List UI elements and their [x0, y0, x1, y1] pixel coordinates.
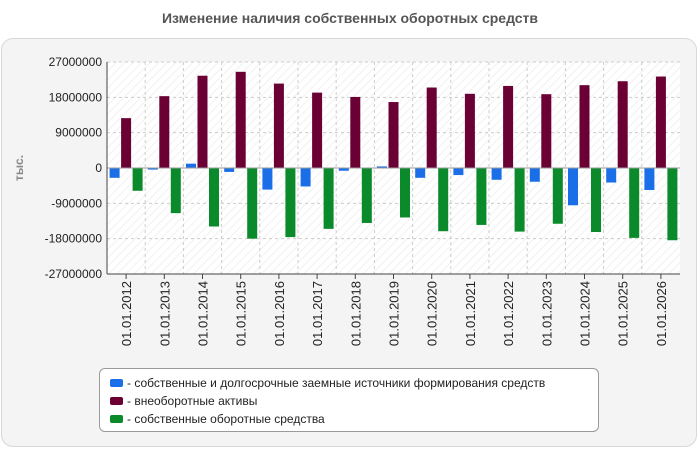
- bar-s2-0: [132, 168, 143, 191]
- legend-label-sources: - собственные и долгосрочные заемные ист…: [127, 376, 546, 390]
- x-tick-label: 01.01.2025: [616, 281, 631, 346]
- x-tick-label: 01.01.2022: [501, 281, 516, 346]
- bar-s2-9: [476, 168, 487, 225]
- bar-s2-4: [285, 168, 296, 238]
- bar-s2-1: [170, 168, 181, 214]
- legend-swatch-working-capital: [110, 415, 123, 423]
- legend-label-working-capital: - собственные оборотные средства: [127, 412, 325, 426]
- bar-s2-12: [591, 168, 601, 232]
- bar-s1-1: [159, 96, 170, 168]
- x-tick-label: 01.01.2015: [234, 281, 249, 346]
- bar-s0-11: [529, 168, 540, 182]
- bar-s2-3: [247, 168, 258, 239]
- bar-s2-2: [209, 168, 219, 227]
- bar-s1-14: [655, 76, 666, 168]
- y-tick-label: 9000000: [55, 126, 102, 140]
- legend-swatch-noncurrent-assets: [110, 397, 123, 405]
- bar-s2-10: [514, 168, 525, 232]
- bar-s0-4: [262, 168, 273, 190]
- x-tick-label: 01.01.2016: [272, 281, 287, 346]
- bar-s1-10: [503, 85, 514, 168]
- bar-s0-12: [568, 168, 578, 206]
- bar-s0-0: [109, 168, 120, 178]
- x-tick-label: 01.01.2012: [119, 281, 134, 346]
- chart-title: Изменение наличия собственных оборотных …: [161, 10, 539, 26]
- bar-s1-4: [273, 83, 284, 168]
- bar-s0-5: [300, 168, 311, 187]
- y-tick-label: -27000000: [45, 267, 103, 281]
- x-tick-label: 01.01.2013: [157, 281, 172, 346]
- x-tick-label: 01.01.2026: [654, 281, 669, 346]
- bar-s0-7: [377, 166, 387, 168]
- legend-label-noncurrent-assets: - внеоборотные активы: [127, 394, 258, 408]
- bar-s1-7: [388, 102, 399, 168]
- bar-s1-13: [617, 81, 628, 168]
- legend-item-noncurrent-assets: - внеоборотные активы: [100, 392, 598, 410]
- bar-s1-2: [197, 75, 208, 168]
- bar-s1-12: [579, 85, 590, 168]
- legend-item-sources: - собственные и долгосрочные заемные ист…: [100, 374, 598, 392]
- bar-s1-9: [464, 93, 475, 168]
- bar-s1-11: [541, 94, 552, 168]
- bar-s0-10: [491, 168, 502, 180]
- bar-s0-1: [147, 168, 158, 170]
- y-tick-label: -9000000: [51, 196, 102, 210]
- x-tick-label: 01.01.2024: [578, 281, 593, 346]
- bar-s2-14: [667, 168, 678, 241]
- x-tick-label: 01.01.2017: [310, 281, 325, 346]
- x-tick-label: 01.01.2020: [425, 281, 440, 346]
- bar-s0-9: [453, 168, 464, 176]
- bar-s2-8: [438, 168, 449, 232]
- bar-s2-11: [552, 168, 563, 224]
- bar-s2-7: [400, 168, 410, 218]
- bar-s1-0: [121, 118, 132, 168]
- legend-item-working-capital: - собственные оборотные средства: [100, 410, 598, 428]
- legend-swatch-sources: [110, 379, 123, 387]
- bar-s0-2: [186, 163, 196, 168]
- bar-s0-3: [224, 168, 235, 172]
- y-axis-label: тыс.: [12, 155, 26, 181]
- bar-s0-6: [338, 168, 349, 171]
- x-tick-label: 01.01.2019: [387, 281, 402, 346]
- bar-s1-6: [350, 96, 361, 168]
- bar-s2-13: [629, 168, 640, 238]
- bar-s2-5: [323, 168, 334, 229]
- y-tick-label: 27000000: [49, 55, 103, 69]
- bar-s1-8: [426, 87, 437, 168]
- bar-s2-6: [361, 168, 372, 223]
- y-tick-label: 18000000: [49, 90, 103, 104]
- bar-s0-14: [644, 168, 655, 190]
- x-tick-label: 01.01.2023: [539, 281, 554, 346]
- bar-s0-13: [606, 168, 617, 183]
- x-tick-label: 01.01.2018: [348, 281, 363, 346]
- legend: - собственные и долгосрочные заемные ист…: [99, 368, 599, 432]
- y-tick-label: -18000000: [45, 232, 103, 246]
- x-tick-label: 01.01.2014: [196, 281, 211, 346]
- y-tick-label: 0: [95, 161, 102, 175]
- bar-s0-8: [415, 168, 426, 178]
- bar-s1-3: [235, 71, 246, 168]
- bar-s1-5: [312, 92, 323, 168]
- x-tick-label: 01.01.2021: [463, 281, 478, 346]
